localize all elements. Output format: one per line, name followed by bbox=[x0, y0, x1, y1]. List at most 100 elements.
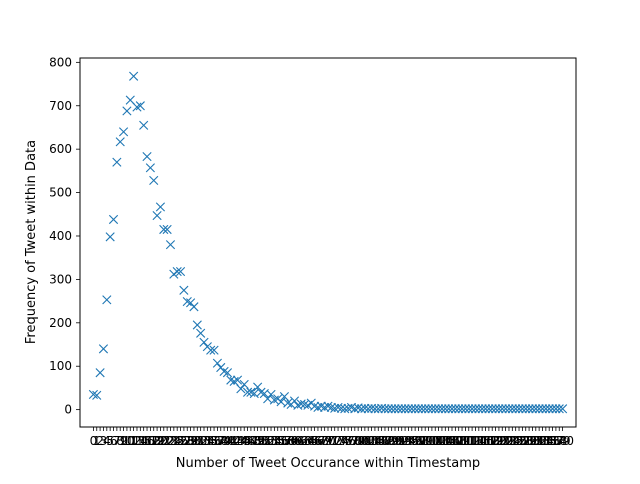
x-tick-label: 30 bbox=[186, 434, 201, 448]
data-point bbox=[152, 210, 162, 221]
x-tick-label: 106 bbox=[437, 434, 460, 448]
data-point bbox=[511, 404, 521, 414]
data-point bbox=[323, 401, 333, 411]
x-tick-label: 125 bbox=[501, 434, 524, 448]
x-tick-label: 35 bbox=[203, 434, 218, 448]
x-tick-label: 138 bbox=[544, 434, 567, 448]
x-tick-label: 119 bbox=[481, 434, 504, 448]
x-tick-label: 13 bbox=[129, 434, 144, 448]
x-tick-label: 57 bbox=[277, 434, 292, 448]
data-point bbox=[336, 403, 346, 413]
data-point bbox=[484, 404, 494, 414]
x-tick-label: 26 bbox=[173, 434, 188, 448]
data-point bbox=[531, 404, 541, 414]
data-point bbox=[494, 404, 504, 414]
x-tick-label: 17 bbox=[143, 434, 158, 448]
y-tick-label: 200 bbox=[49, 316, 72, 330]
y-tick-label: 0 bbox=[64, 403, 72, 417]
data-point bbox=[537, 404, 548, 414]
y-tick-label: 500 bbox=[49, 186, 72, 200]
data-point bbox=[145, 163, 155, 173]
x-tick-label: 117 bbox=[474, 434, 497, 448]
x-tick-label: 7 bbox=[113, 434, 121, 448]
x-tick-label: 130 bbox=[518, 434, 541, 448]
data-point bbox=[400, 404, 410, 414]
x-tick-label: 92 bbox=[394, 434, 409, 448]
x-tick-label: 112 bbox=[457, 434, 480, 448]
data-point bbox=[407, 404, 417, 414]
data-point bbox=[135, 101, 145, 111]
x-tick-label: 3 bbox=[100, 434, 108, 448]
data-point bbox=[390, 404, 400, 414]
x-tick-label: 25 bbox=[170, 434, 185, 448]
x-tick-label: 135 bbox=[534, 434, 557, 448]
x-tick-label: 47 bbox=[243, 434, 258, 448]
data-point bbox=[497, 404, 507, 414]
data-point bbox=[420, 404, 430, 414]
data-point bbox=[149, 175, 159, 186]
x-tick-label: 22 bbox=[159, 434, 174, 448]
y-tick-label: 800 bbox=[49, 55, 72, 69]
data-point bbox=[155, 202, 166, 212]
x-tick-label: 72 bbox=[327, 434, 342, 448]
x-tick-label: 123 bbox=[494, 434, 517, 448]
x-tick-label: 103 bbox=[427, 434, 450, 448]
x-tick-label: 85 bbox=[371, 434, 386, 448]
data-point bbox=[226, 375, 236, 385]
x-tick-label: 8 bbox=[116, 434, 124, 448]
x-tick-label: 67 bbox=[310, 434, 325, 448]
x-tick-label: 94 bbox=[401, 434, 416, 448]
data-point bbox=[350, 404, 360, 414]
data-point bbox=[554, 404, 564, 414]
x-tick-label: 29 bbox=[183, 434, 198, 448]
x-tick-label: 15 bbox=[136, 434, 151, 448]
data-point bbox=[527, 404, 538, 414]
x-tick-label: 89 bbox=[384, 434, 399, 448]
x-tick-label: 104 bbox=[430, 434, 453, 448]
data-point bbox=[440, 404, 450, 414]
x-tick-label: 9 bbox=[120, 434, 128, 448]
data-point bbox=[102, 295, 112, 305]
plot-area bbox=[88, 71, 568, 414]
x-tick-label: 46 bbox=[240, 434, 255, 448]
y-tick-label: 400 bbox=[49, 229, 72, 243]
data-point bbox=[212, 358, 222, 368]
x-tick-label: 69 bbox=[317, 434, 332, 448]
data-point bbox=[504, 404, 514, 414]
x-tick-label: 128 bbox=[511, 434, 534, 448]
data-point bbox=[129, 71, 139, 81]
data-point bbox=[356, 404, 367, 414]
data-point bbox=[142, 151, 152, 162]
y-tick-label: 300 bbox=[49, 272, 72, 286]
x-tick-label: 21 bbox=[156, 434, 171, 448]
x-tick-label: 70 bbox=[320, 434, 335, 448]
data-point bbox=[310, 401, 320, 411]
x-tick-label: 64 bbox=[300, 434, 315, 448]
data-point bbox=[387, 404, 397, 414]
x-tick-label: 52 bbox=[260, 434, 275, 448]
data-point bbox=[450, 404, 460, 414]
data-point bbox=[92, 390, 102, 400]
x-tick-label: 34 bbox=[200, 434, 215, 448]
data-point bbox=[232, 375, 243, 385]
data-point bbox=[460, 404, 470, 414]
x-tick-label: 81 bbox=[357, 434, 372, 448]
x-tick-label: 53 bbox=[263, 434, 278, 448]
x-tick-label: 27 bbox=[176, 434, 191, 448]
data-point bbox=[524, 404, 534, 414]
data-point bbox=[558, 404, 568, 414]
x-tick-label: 100 bbox=[417, 434, 440, 448]
data-point bbox=[219, 366, 229, 377]
x-tick-label: 120 bbox=[484, 434, 507, 448]
x-tick-label: 58 bbox=[280, 434, 295, 448]
x-tick-label: 4 bbox=[103, 434, 111, 448]
data-point bbox=[477, 404, 487, 414]
x-tick-label: 132 bbox=[524, 434, 547, 448]
x-tick-label: 131 bbox=[521, 434, 544, 448]
x-tick-label: 127 bbox=[508, 434, 531, 448]
x-tick-label: 90 bbox=[387, 434, 402, 448]
data-point bbox=[514, 404, 524, 414]
data-point bbox=[430, 404, 440, 414]
